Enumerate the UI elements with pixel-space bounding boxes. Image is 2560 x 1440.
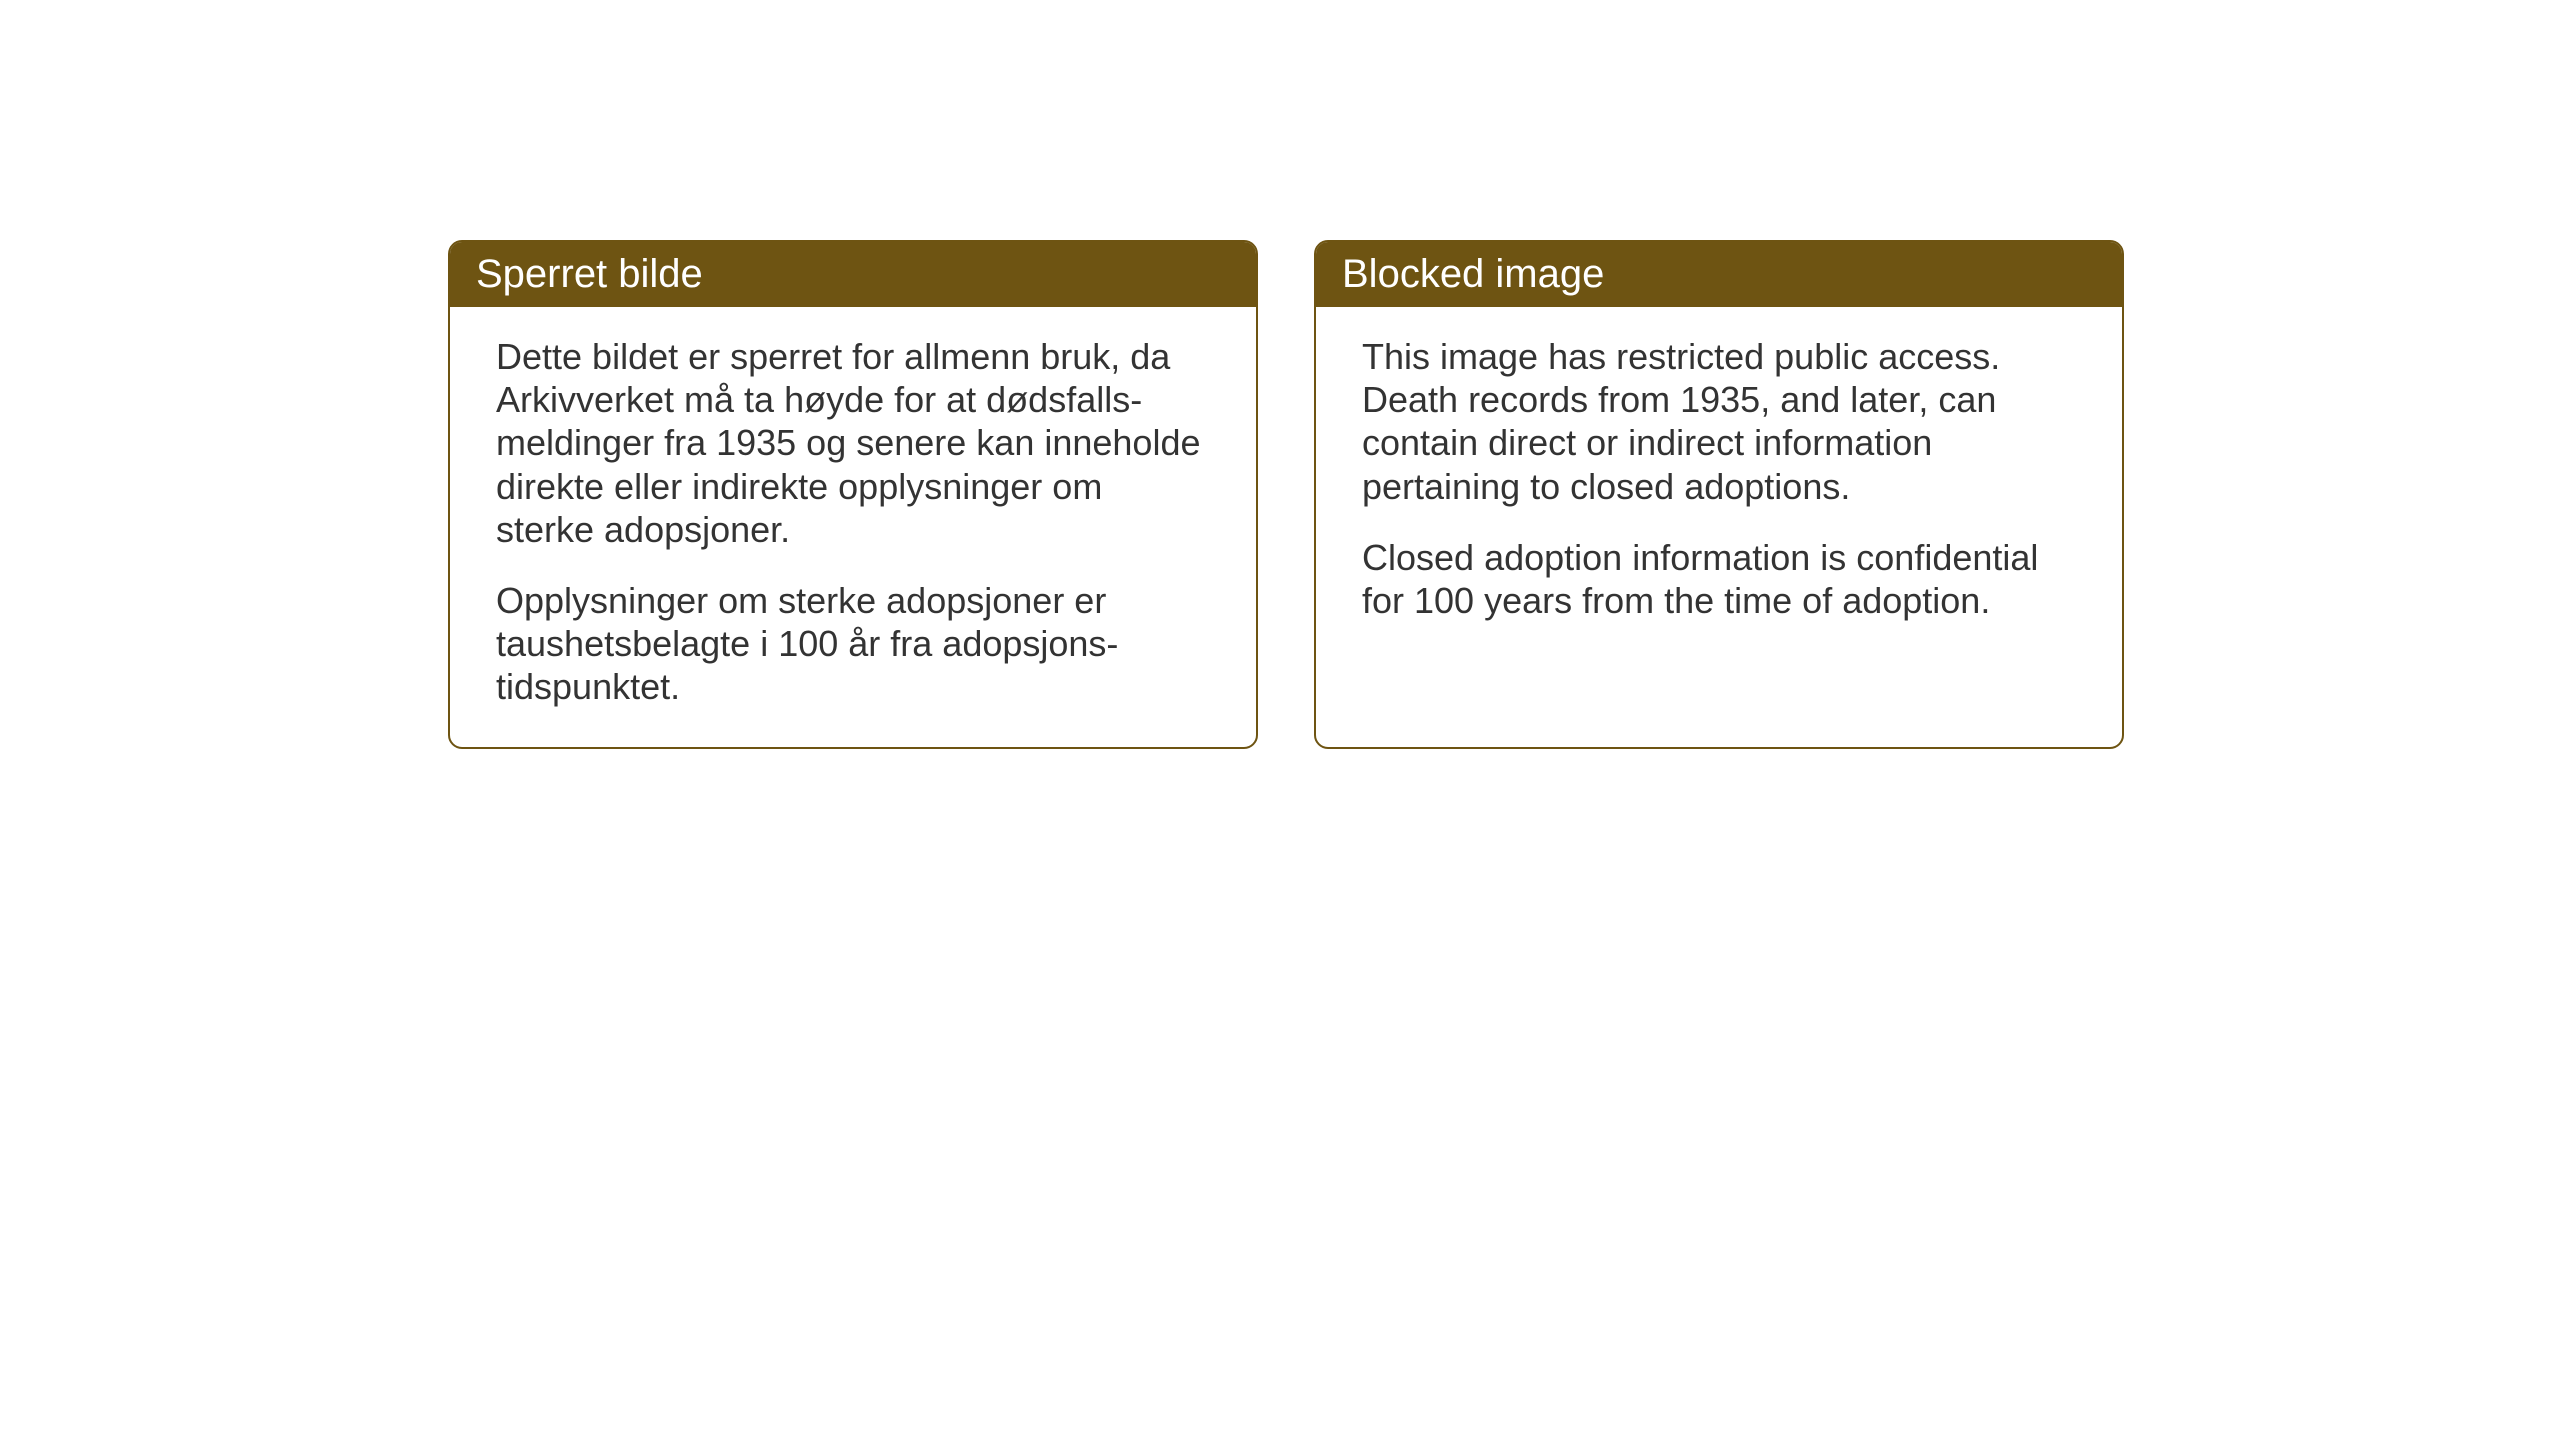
notice-container: Sperret bilde Dette bildet er sperret fo… [448, 240, 2124, 749]
norwegian-paragraph-2: Opplysninger om sterke adopsjoner er tau… [496, 579, 1210, 709]
english-card-body: This image has restricted public access.… [1316, 307, 2122, 660]
english-paragraph-1: This image has restricted public access.… [1362, 335, 2076, 508]
norwegian-card-body: Dette bildet er sperret for allmenn bruk… [450, 307, 1256, 747]
norwegian-card-title: Sperret bilde [450, 242, 1256, 307]
english-card-title: Blocked image [1316, 242, 2122, 307]
english-paragraph-2: Closed adoption information is confident… [1362, 536, 2076, 622]
norwegian-paragraph-1: Dette bildet er sperret for allmenn bruk… [496, 335, 1210, 551]
norwegian-notice-card: Sperret bilde Dette bildet er sperret fo… [448, 240, 1258, 749]
english-notice-card: Blocked image This image has restricted … [1314, 240, 2124, 749]
